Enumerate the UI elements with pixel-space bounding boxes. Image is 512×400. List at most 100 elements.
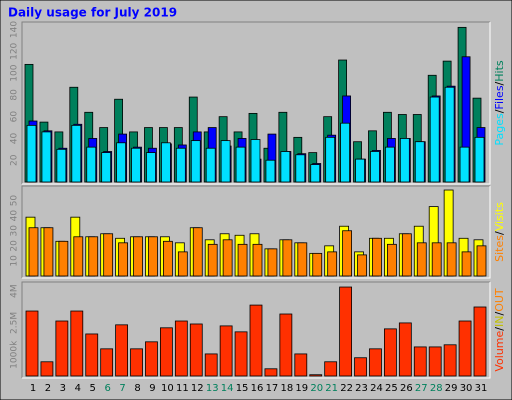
legend-entry: Visits <box>493 202 506 231</box>
bar <box>342 230 353 277</box>
bar <box>459 146 470 183</box>
x-tick-label: 1 <box>30 383 36 394</box>
bar <box>116 142 126 183</box>
bar <box>429 96 440 183</box>
bar <box>355 158 365 183</box>
legend: Sites/Visits <box>493 202 506 262</box>
bar <box>133 236 143 277</box>
x-tick-label: 5 <box>90 383 96 394</box>
panel-frame <box>22 186 491 279</box>
bar <box>340 122 351 183</box>
x-tick-label: 19 <box>295 383 308 394</box>
x-tick-label: 23 <box>355 383 368 394</box>
bar <box>294 353 308 377</box>
panel-frame <box>21 185 490 278</box>
bar <box>222 239 233 277</box>
bar <box>237 243 248 277</box>
x-tick-label: 11 <box>176 383 189 394</box>
y-tick-label: 140 <box>10 21 20 38</box>
y-tick-label: 40 <box>10 210 20 222</box>
panel-frame <box>21 21 490 184</box>
bar <box>204 353 218 377</box>
bar <box>234 331 248 377</box>
x-tick-label: 2 <box>45 383 51 394</box>
x-tick-label: 30 <box>460 383 473 394</box>
panel-frame <box>22 282 491 379</box>
x-tick-label: 14 <box>221 383 234 394</box>
bar <box>189 323 203 377</box>
bar <box>162 240 173 277</box>
y-tick-label: 1000k <box>10 340 20 369</box>
x-tick-label: 9 <box>149 383 155 394</box>
bar <box>264 368 278 377</box>
bar <box>103 233 114 277</box>
x-tick-label: 7 <box>119 383 125 394</box>
y-tick-label: 20 <box>10 154 20 166</box>
bar <box>416 242 427 277</box>
bar <box>235 146 246 183</box>
y-tick-label: 40 <box>10 132 20 144</box>
bar <box>73 236 84 277</box>
bar <box>444 86 455 183</box>
bar <box>115 324 128 377</box>
bar <box>295 154 306 183</box>
bar <box>383 328 397 377</box>
legend-entry: Hits <box>493 60 506 82</box>
bar <box>413 346 427 377</box>
x-tick-label: 8 <box>134 383 140 394</box>
bar <box>130 348 143 377</box>
bar <box>249 304 263 377</box>
y-tick-label: 120 <box>10 42 20 59</box>
x-tick-label: 20 <box>310 383 323 394</box>
bar <box>414 141 425 183</box>
bar <box>192 227 203 277</box>
bar <box>458 320 472 377</box>
x-tick-label: 26 <box>400 383 413 394</box>
y-tick-label: 20 <box>10 240 20 252</box>
bar <box>461 251 472 277</box>
bar <box>40 361 54 377</box>
y-tick-label: 2.5M <box>10 312 20 334</box>
bar <box>399 138 410 183</box>
panel-frame <box>22 22 491 185</box>
bar <box>250 139 261 183</box>
bar <box>160 142 171 183</box>
x-tick-label: 10 <box>161 383 174 394</box>
bar <box>339 286 353 377</box>
bar <box>265 159 276 183</box>
x-tick-label: 27 <box>415 383 428 394</box>
bar <box>55 320 69 377</box>
bar <box>41 131 52 183</box>
bar <box>280 151 291 183</box>
x-tick-label: 21 <box>325 383 338 394</box>
bar <box>282 239 293 277</box>
legend-entry: Sites <box>493 235 506 262</box>
bar <box>354 357 367 377</box>
bar <box>474 136 485 183</box>
bar <box>25 310 39 377</box>
bar <box>267 248 278 277</box>
x-tick-label: 17 <box>266 383 279 394</box>
bar <box>159 327 173 377</box>
bar <box>297 242 308 277</box>
bar <box>219 325 233 377</box>
bar <box>252 243 263 277</box>
bar <box>369 348 382 377</box>
bar <box>101 152 112 183</box>
bar <box>357 254 367 277</box>
y-tick-label: 100 <box>10 64 20 81</box>
x-tick-label: 6 <box>104 383 110 394</box>
legend-entry: OUT <box>493 288 506 312</box>
bar <box>190 140 201 183</box>
legend-entry: IN <box>493 316 506 327</box>
x-tick-label: 4 <box>75 383 81 394</box>
bar <box>88 236 99 277</box>
bar <box>146 152 156 183</box>
bar <box>85 333 99 377</box>
legend-separator: / <box>493 327 506 331</box>
bar <box>372 237 382 277</box>
y-tick-label: 30 <box>10 225 20 237</box>
bar <box>443 344 457 377</box>
bar <box>131 147 141 183</box>
